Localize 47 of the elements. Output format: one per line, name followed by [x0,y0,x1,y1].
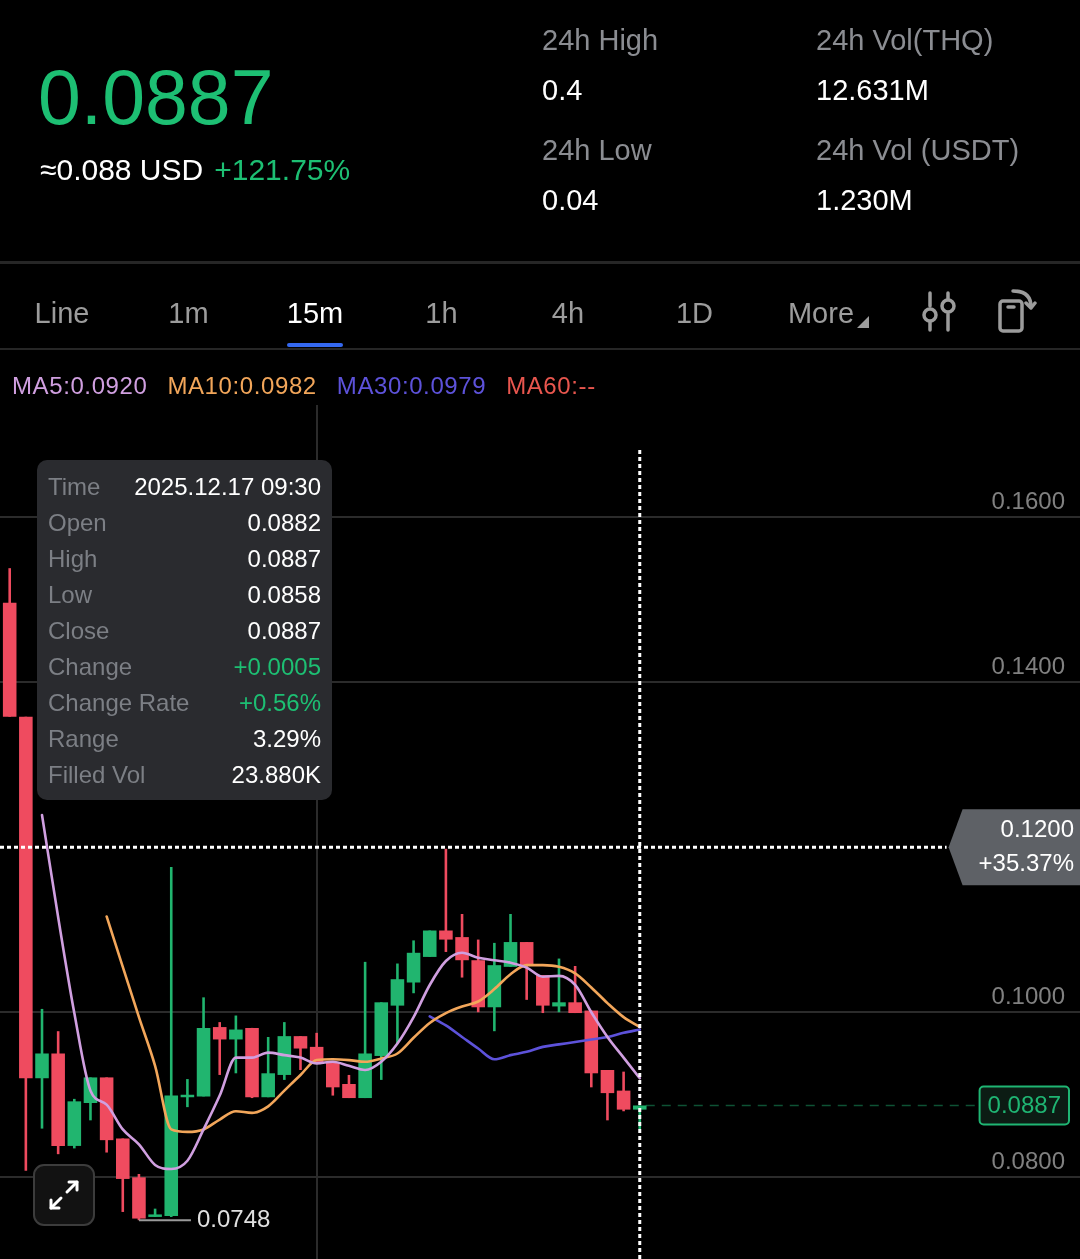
text: 15m [286,296,344,329]
annotation: 0.0748 [196,1204,271,1232]
text: 2025.12.17 09:30 [134,473,321,500]
text: 0.0887 [38,53,274,140]
text: 24h High [542,23,659,56]
text: +121.75% [214,153,351,186]
annotation: Range [48,725,119,752]
text: 0.4 [542,73,583,106]
text: 0.04 [542,183,599,216]
text: Time [48,473,101,500]
annotation: 3.29% [252,725,321,752]
annotation: Low [48,581,93,608]
annotation: 0.0887 [247,617,321,644]
y-tick-label: 0.1600 [991,486,1065,514]
legend-label: MA60:-- [506,372,596,400]
y-tick-label: 0.1000 [991,981,1065,1009]
text: MA5:0.0920 [12,372,148,400]
y-tick-label: 0.0800 [991,1146,1065,1174]
annotation: Change [48,653,133,680]
text: Line [34,296,90,329]
text: 1.230M [816,183,913,216]
ref-line-label: 0.1200 +35.37% [978,814,1074,876]
text: MA10:0.0982 [167,372,317,400]
annotation: +0.0005 [233,653,321,680]
text: 12.631M [816,73,929,106]
annotation: Open [48,509,107,536]
text: MA30:0.0979 [336,372,487,400]
annotation: +0.56% [238,689,321,716]
ref-line-label: 0.0887 [987,1091,1061,1119]
annotation: Filled Vol [48,761,146,788]
chart-subtitle: ≈0.088 USD [40,153,204,186]
text: 24h Vol(THQ) [816,23,994,56]
annotation: High [48,545,98,572]
annotation: Close [48,617,110,644]
annotation: 0.0858 [247,581,321,608]
annotation: 23.880K [231,761,321,788]
text: 0.0887 [247,545,321,572]
y-tick-label: 0.1400 [991,651,1065,679]
text: More [787,296,855,329]
text: 1m [168,296,209,329]
text: 24h Vol (USDT) [816,133,1020,166]
text: 24h Low [542,133,652,166]
annotation: 0.0882 [247,509,321,536]
annotation: Change Rate [48,689,190,716]
text: 1h [425,296,458,329]
text: 4h [551,296,585,329]
text: 1D [675,296,714,329]
